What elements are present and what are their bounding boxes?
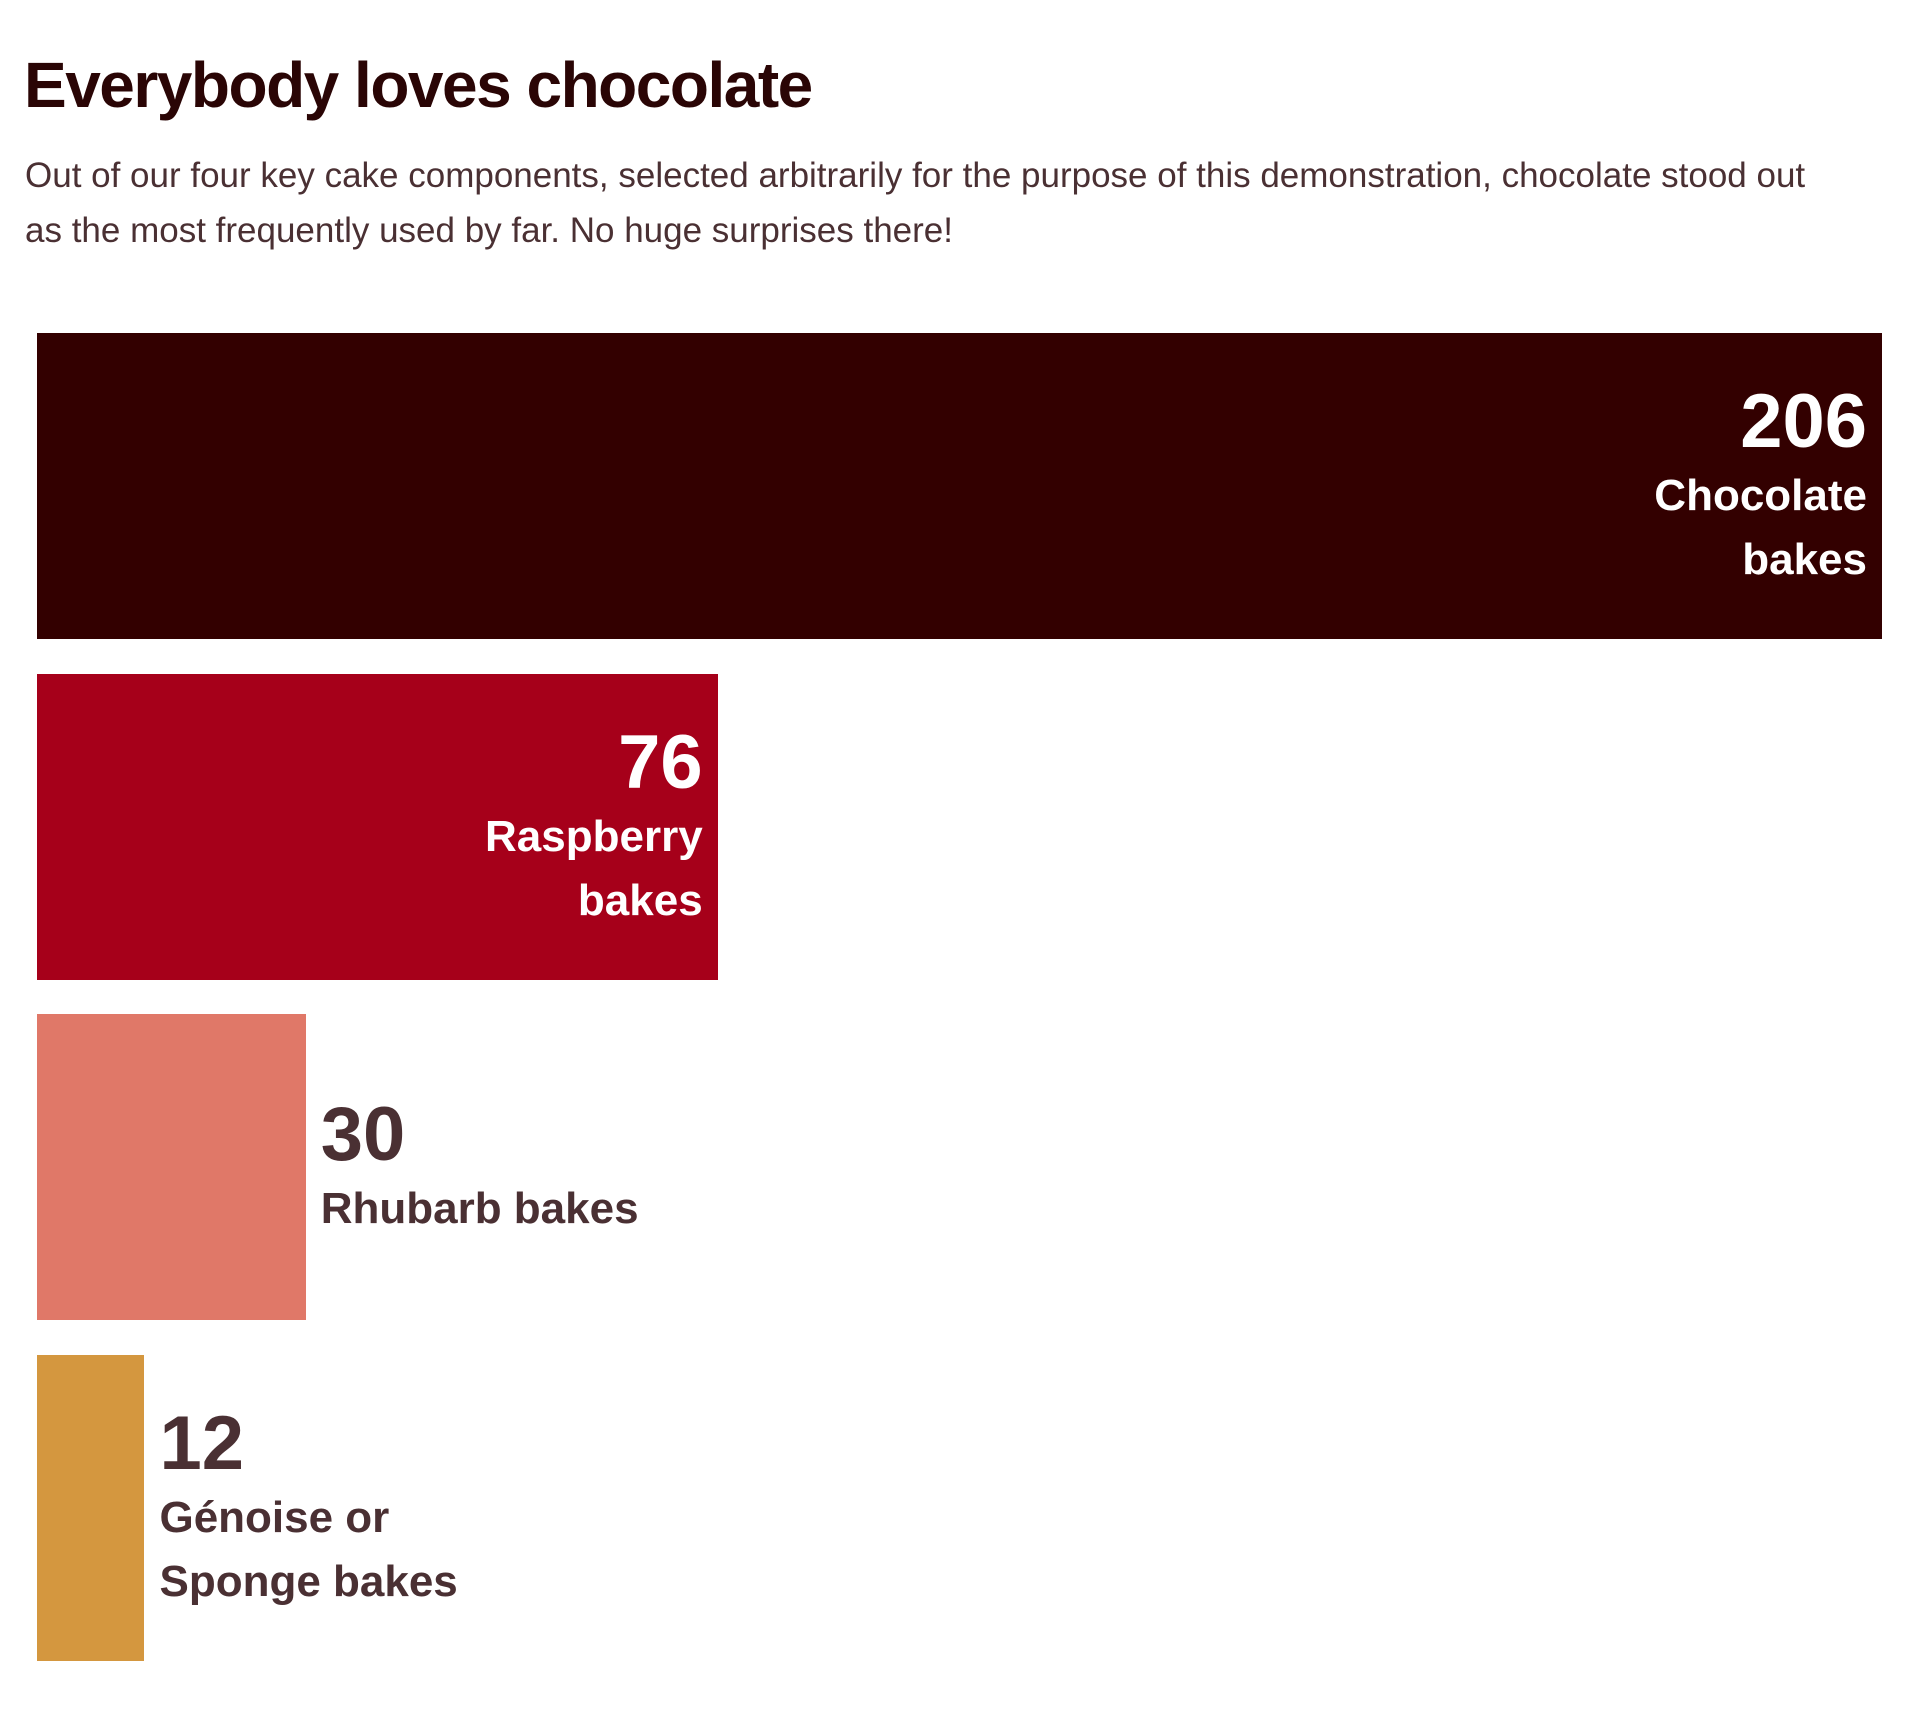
chart-title: Everybody loves chocolate [24,49,813,121]
bar-chart: 206 Chocolate bakes 76 Raspberry bakes 30 Rhu… [37,333,1882,1661]
bar-label-2: 30 Rhubarb bakes [321,1014,639,1320]
data-label: 76 [618,719,703,805]
data-label: 206 [1740,379,1867,464]
category-label: Génoise or Sponge bakes [159,1492,458,1606]
bar-2 [37,1014,306,1320]
bar-label-3: 12 Génoise or Sponge bakes [159,1355,457,1661]
category-label: Raspberry bakes [485,811,703,925]
bar-3 [37,1354,145,1661]
bar-0 [37,333,1882,639]
bar-label-1: 76 Raspberry bakes [485,674,703,980]
bar-1 [37,673,718,980]
data-label: 12 [159,1400,245,1486]
category-label: Chocolate bakes [1654,471,1867,584]
category-label: Rhubarb bakes [320,1184,639,1233]
bar-label-0: 206 Chocolate bakes [1654,333,1867,639]
chart-subtitle: Out of our four key cake components, sel… [25,156,1806,250]
data-label: 30 [320,1092,406,1177]
